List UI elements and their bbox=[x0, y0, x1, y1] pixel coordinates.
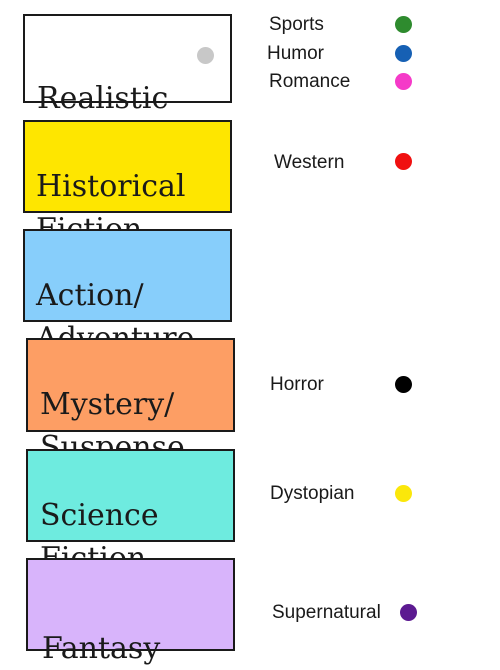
humor-dot bbox=[395, 45, 412, 62]
genre-label-realistic: Realistic bbox=[37, 81, 169, 116]
dystopian-dot bbox=[395, 485, 412, 502]
subgenre-label-romance: Romance bbox=[269, 71, 351, 92]
genre-box-fantasy: Fantasy bbox=[26, 558, 235, 666]
genre-label-mystery-suspense: Mystery/ Suspense bbox=[40, 387, 185, 465]
sports-dot bbox=[395, 16, 412, 33]
romance-dot bbox=[395, 73, 412, 90]
subgenre-label-sports: Sports bbox=[269, 14, 324, 35]
supernatural-dot bbox=[400, 604, 417, 621]
subgenre-label-horror: Horror bbox=[270, 374, 324, 395]
subgenre-label-dystopian: Dystopian bbox=[270, 483, 355, 504]
western-dot bbox=[395, 153, 412, 170]
genre-box-realistic: Realistic bbox=[23, 14, 232, 116]
genre-box-mystery-suspense: Mystery/ Suspense bbox=[26, 338, 235, 465]
subgenre-label-humor: Humor bbox=[267, 43, 325, 64]
genre-box-action-adventure: Action/ Adventure bbox=[23, 229, 232, 356]
realistic-dot bbox=[197, 47, 214, 64]
genre-box-historical-fiction: Historical Fiction bbox=[23, 120, 232, 247]
genre-box-science-fiction: Science Fiction bbox=[26, 449, 235, 576]
genre-label-fantasy: Fantasy bbox=[42, 631, 161, 666]
subgenre-label-supernatural: Supernatural bbox=[272, 602, 381, 623]
horror-dot bbox=[395, 376, 412, 393]
subgenre-label-western: Western bbox=[274, 152, 345, 173]
